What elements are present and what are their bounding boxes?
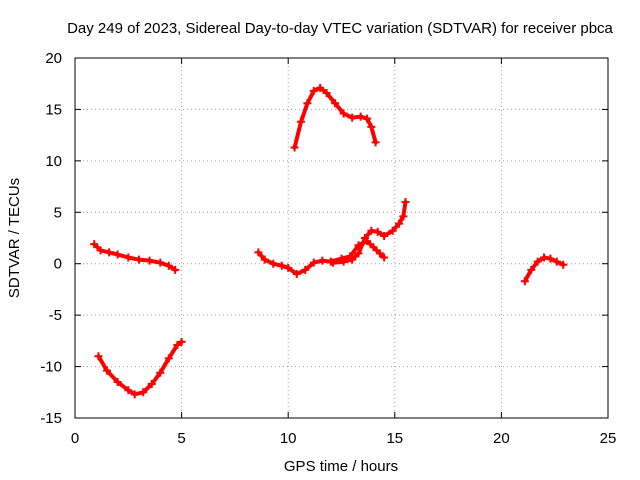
data-point bbox=[147, 380, 156, 389]
series-arc-5 bbox=[290, 83, 380, 152]
x-tick-label: 5 bbox=[177, 430, 185, 447]
series-line bbox=[96, 339, 184, 397]
data-point bbox=[130, 390, 139, 399]
series-arc-1 bbox=[90, 240, 180, 274]
data-point bbox=[309, 86, 318, 95]
data-point bbox=[354, 249, 363, 258]
series-arc-4 bbox=[328, 198, 410, 267]
data-point bbox=[102, 366, 111, 375]
data-point bbox=[380, 253, 389, 262]
data-point bbox=[113, 250, 122, 259]
y-tick-label: 10 bbox=[45, 153, 62, 170]
data-point bbox=[363, 114, 372, 123]
data-point bbox=[399, 212, 408, 221]
y-axis-label: SDTVAR / TECUs bbox=[6, 178, 23, 298]
data-point bbox=[367, 226, 376, 235]
data-point bbox=[156, 368, 165, 377]
data-point bbox=[348, 113, 357, 122]
data-point bbox=[96, 246, 105, 255]
data-point bbox=[371, 138, 380, 147]
data-point bbox=[254, 248, 263, 257]
data-point bbox=[134, 255, 143, 264]
tick-layer bbox=[74, 57, 609, 419]
series-line bbox=[331, 200, 408, 265]
x-axis-label: GPS time / hours bbox=[284, 458, 398, 475]
y-tick-label: 5 bbox=[54, 204, 62, 221]
plot-frame bbox=[74, 57, 609, 419]
data-point bbox=[552, 257, 561, 266]
data-point bbox=[318, 256, 327, 265]
data-point bbox=[360, 234, 369, 242]
data-point bbox=[260, 255, 269, 264]
data-point bbox=[367, 122, 376, 131]
data-point bbox=[388, 226, 397, 235]
data-point bbox=[356, 112, 365, 121]
data-point bbox=[309, 258, 318, 267]
y-tick-label: 20 bbox=[45, 50, 62, 67]
data-point bbox=[296, 117, 305, 126]
data-point bbox=[546, 254, 555, 263]
x-tick-label: 15 bbox=[386, 430, 403, 447]
series-arc-6 bbox=[520, 253, 568, 286]
data-point bbox=[124, 253, 133, 262]
data-point bbox=[380, 231, 389, 240]
data-point bbox=[369, 243, 378, 252]
data-point bbox=[94, 352, 103, 361]
data-point bbox=[90, 240, 99, 249]
x-tick-label: 10 bbox=[280, 430, 297, 447]
data-point bbox=[105, 248, 114, 257]
series-arc-3 bbox=[254, 237, 389, 278]
x-tick-label: 20 bbox=[493, 430, 510, 447]
data-point bbox=[156, 258, 165, 267]
x-tick-label: 0 bbox=[71, 430, 79, 447]
series-line bbox=[92, 242, 178, 272]
data-point bbox=[331, 99, 340, 108]
data-point bbox=[395, 219, 404, 228]
data-point bbox=[527, 265, 536, 274]
data-point bbox=[145, 256, 154, 265]
data-point bbox=[328, 258, 337, 267]
data-point bbox=[269, 259, 278, 268]
data-point bbox=[124, 386, 133, 395]
data-point bbox=[290, 143, 299, 152]
data-point bbox=[171, 265, 180, 274]
data-point bbox=[301, 265, 310, 274]
y-tick-label: 15 bbox=[45, 101, 62, 118]
data-point bbox=[401, 198, 410, 206]
series-line bbox=[256, 239, 387, 276]
series-line bbox=[292, 85, 378, 150]
data-point bbox=[348, 255, 357, 264]
data-point bbox=[339, 109, 348, 118]
data-point bbox=[540, 253, 549, 262]
data-point bbox=[303, 99, 312, 108]
y-tick-label: -10 bbox=[40, 359, 62, 376]
data-point bbox=[520, 277, 529, 286]
y-tick-label: -15 bbox=[40, 410, 62, 427]
data-point bbox=[322, 88, 331, 97]
data-point bbox=[177, 337, 186, 346]
data-point bbox=[316, 83, 325, 92]
data-point bbox=[164, 354, 173, 363]
data-point bbox=[139, 388, 148, 397]
data-point bbox=[292, 270, 301, 278]
x-tick-label: 25 bbox=[600, 430, 617, 447]
chart-title: Day 249 of 2023, Sidereal Day-to-day VTE… bbox=[67, 20, 613, 37]
series-layer bbox=[90, 83, 568, 399]
data-point bbox=[284, 263, 293, 272]
data-point bbox=[113, 378, 122, 386]
data-point bbox=[533, 257, 542, 266]
y-tick-label: -5 bbox=[49, 307, 62, 324]
data-point bbox=[277, 261, 286, 270]
y-tick-label: 0 bbox=[54, 256, 62, 273]
data-point bbox=[559, 260, 568, 269]
data-point bbox=[164, 261, 173, 270]
data-point bbox=[173, 340, 182, 349]
label-layer: 0 5 10 15 20 25 -15 -10 -5 0 5 10 15 20 bbox=[40, 50, 616, 447]
data-point bbox=[373, 227, 382, 236]
data-point bbox=[339, 257, 348, 266]
data-point bbox=[375, 249, 384, 258]
series-arc-2 bbox=[94, 337, 186, 399]
